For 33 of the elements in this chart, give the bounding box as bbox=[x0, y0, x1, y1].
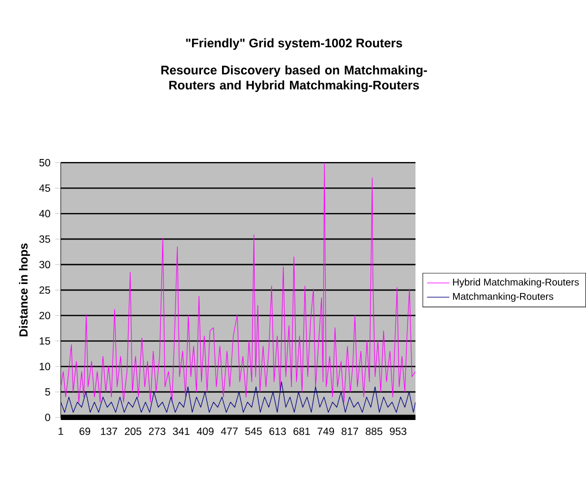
y-tick-label: 20 bbox=[39, 312, 50, 320]
x-tick-label: 409 bbox=[196, 428, 214, 435]
y-tick-label: 0 bbox=[45, 414, 50, 422]
x-tick-label: 273 bbox=[148, 428, 166, 435]
y-tick-label: 35 bbox=[39, 235, 50, 243]
x-tick-label: 137 bbox=[101, 428, 118, 435]
x-tick-label: 545 bbox=[245, 428, 262, 435]
chart-title: "Friendly" Grid system-1002 Routers bbox=[186, 38, 402, 50]
y-tick-label: 10 bbox=[40, 362, 50, 370]
legend-label: Hybrid Matchmaking-Routers bbox=[453, 278, 579, 288]
y-tick-label: 45 bbox=[39, 184, 50, 192]
y-tick-label: 5 bbox=[45, 388, 50, 396]
x-tick-label: 205 bbox=[124, 428, 142, 435]
x-tick-label: 1 bbox=[58, 428, 64, 435]
chart-subtitle: Resource Discovery based on Matchmaking-Routers and Hybrid Matchmaking-Routers bbox=[161, 65, 427, 92]
y-tick-label: 40 bbox=[39, 210, 50, 218]
x-tick-label: 953 bbox=[390, 428, 406, 435]
x-tick-label: 681 bbox=[294, 428, 310, 435]
y-tick-label: 15 bbox=[40, 337, 50, 345]
x-tick-label: 69 bbox=[80, 428, 90, 435]
x-tick-label: 341 bbox=[172, 428, 190, 435]
y-tick-label: 50 bbox=[39, 158, 50, 166]
x-tick-label: 817 bbox=[342, 428, 358, 435]
line-series bbox=[60, 162, 416, 402]
y-axis-title: Distance in hops bbox=[19, 243, 30, 336]
x-tick-label: 477 bbox=[220, 428, 238, 435]
legend-label: Matchmanking-Routers bbox=[453, 292, 554, 302]
y-tick-label: 25 bbox=[39, 286, 50, 294]
line-series bbox=[60, 381, 416, 413]
y-tick-label: 30 bbox=[39, 260, 50, 268]
x-tick-label: 885 bbox=[366, 428, 382, 435]
x-tick-label: 749 bbox=[318, 428, 334, 435]
x-tick-label: 613 bbox=[269, 428, 286, 435]
